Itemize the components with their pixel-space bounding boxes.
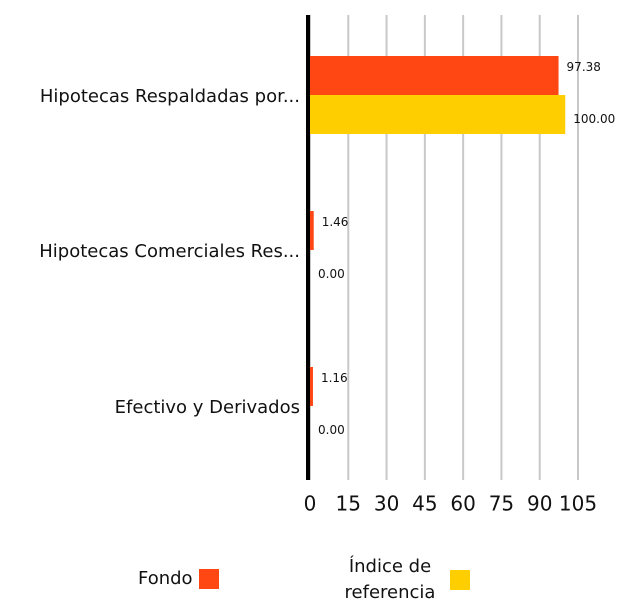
y-tick-label: Efectivo y Derivados [115,397,300,418]
data-label: 1.46 [322,215,349,229]
x-tick-label: 60 [450,492,475,516]
legend-item: Índice de referencia [336,554,470,603]
data-label: 97.38 [567,60,601,74]
legend-swatch [450,570,470,590]
bar [310,56,559,95]
x-tick-label: 15 [336,492,361,516]
y-tick-label: Hipotecas Comerciales Res... [39,241,300,262]
legend-item: Fondo [138,566,219,592]
data-label: 0.00 [318,267,345,281]
legend-label: Índice de referencia [344,556,436,603]
x-tick-label: 75 [489,492,514,516]
data-label: 0.00 [318,423,345,437]
legend-label: Fondo [138,568,193,589]
data-label: 1.16 [321,371,348,385]
x-tick-label: 45 [412,492,437,516]
x-tick-label: 90 [527,492,552,516]
bar [310,367,313,406]
legend-swatch [198,569,219,589]
chart: 0 15 30 45 60 75 90 105 Hipotecas Respaldadas po… [39,15,615,516]
data-label: 100.00 [573,112,615,126]
y-tick-label: Hipotecas Respaldadas por... [40,86,300,107]
bar [310,95,566,134]
bar [310,211,314,250]
x-tick-label: 0 [304,492,317,516]
x-tick-label: 30 [374,492,399,516]
x-tick-label: 105 [559,492,597,516]
